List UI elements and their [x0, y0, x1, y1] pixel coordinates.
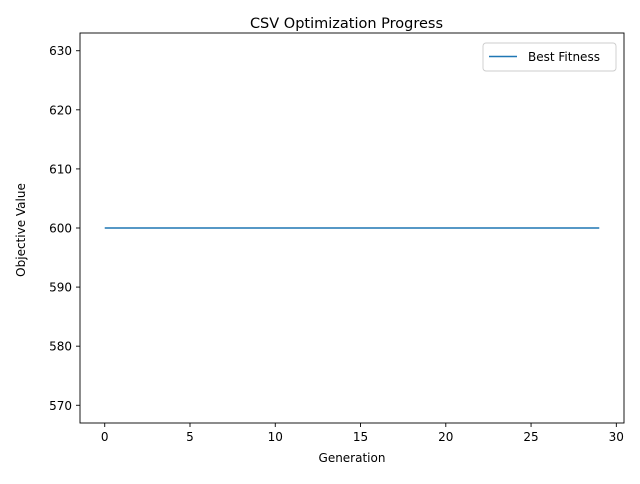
x-tick-label: 0: [101, 430, 109, 444]
legend: Best Fitness: [482, 42, 617, 72]
x-axis-label: Generation: [319, 451, 386, 465]
y-tick-label: 590: [49, 281, 72, 295]
y-axis-ticks: 570 580 590 600 610 620 630: [49, 44, 80, 413]
y-tick-label: 580: [49, 340, 72, 354]
chart-title: CSV Optimization Progress: [250, 16, 443, 32]
legend-box: [482, 42, 617, 72]
x-tick-label: 30: [609, 430, 624, 444]
x-tick-label: 20: [438, 430, 453, 444]
x-tick-label: 25: [523, 430, 538, 444]
plot-frame: [79, 32, 625, 424]
x-axis-ticks: 0 5 10 15 20 25 30: [101, 423, 624, 444]
x-tick-label: 15: [353, 430, 368, 444]
y-tick-label: 570: [49, 399, 72, 413]
x-tick-label: 10: [268, 430, 283, 444]
y-tick-label: 600: [49, 222, 72, 236]
y-axis-label: Objective Value: [14, 183, 28, 277]
y-tick-label: 630: [49, 44, 72, 58]
y-tick-label: 620: [49, 103, 72, 117]
legend-label: Best Fitness: [528, 50, 600, 64]
x-tick-label: 5: [186, 430, 194, 444]
y-tick-label: 610: [49, 162, 72, 176]
